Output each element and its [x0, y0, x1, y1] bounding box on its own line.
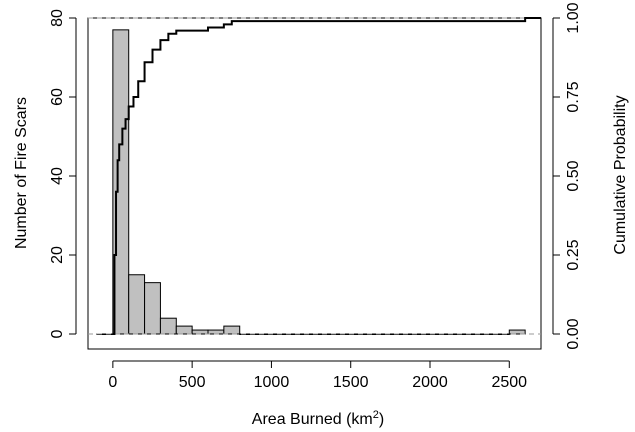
y-left-tick-label: 40: [49, 167, 66, 185]
histogram-bar: [508, 329, 526, 335]
y-right-tick-label: 0.25: [565, 239, 582, 270]
y-right-tick-label: 0.50: [565, 160, 582, 191]
y-right-tick-label: 1.00: [565, 2, 582, 33]
cumulative-line: [112, 17, 541, 335]
histogram-bar: [207, 329, 225, 335]
x-tick-label: 1500: [333, 374, 369, 391]
x-axis: 0 500 1000 1500 2000 2500: [108, 360, 527, 391]
y-axis-left: 0 20 40 60 80: [49, 9, 77, 338]
y-left-tick-label: 20: [49, 246, 66, 264]
histogram-bar: [159, 317, 177, 335]
x-tick-label: 1000: [254, 374, 290, 391]
y-axis-right: 0.00 0.25 0.50 0.75 1.00: [552, 2, 582, 350]
histogram-bar: [223, 325, 241, 335]
x-tick-label: 500: [179, 374, 206, 391]
x-axis-title: Area Burned (km2): [252, 409, 384, 428]
x-tick-label: 2500: [491, 374, 527, 391]
y-right-tick-label: 0.00: [565, 318, 582, 349]
y-axis-right-title: Cumulative Probability: [612, 95, 629, 254]
reference-lines: [88, 17, 541, 335]
y-left-tick-label: 60: [49, 88, 66, 106]
histogram-bars: [96, 29, 526, 335]
histogram-bar: [112, 29, 130, 335]
y-axis-left-title: Number of Fire Scars: [13, 97, 30, 249]
histogram-bar: [175, 325, 193, 335]
y-left-tick-label: 0: [49, 329, 66, 338]
histogram-bar: [191, 329, 209, 335]
y-right-tick-label: 0.75: [565, 81, 582, 112]
histogram-bar: [144, 282, 161, 335]
x-tick-label: 0: [108, 374, 117, 391]
x-tick-label: 2000: [412, 374, 448, 391]
histogram-bar: [128, 274, 146, 335]
y-left-tick-label: 80: [49, 9, 66, 27]
cumulative-probability-line: [112, 17, 541, 335]
